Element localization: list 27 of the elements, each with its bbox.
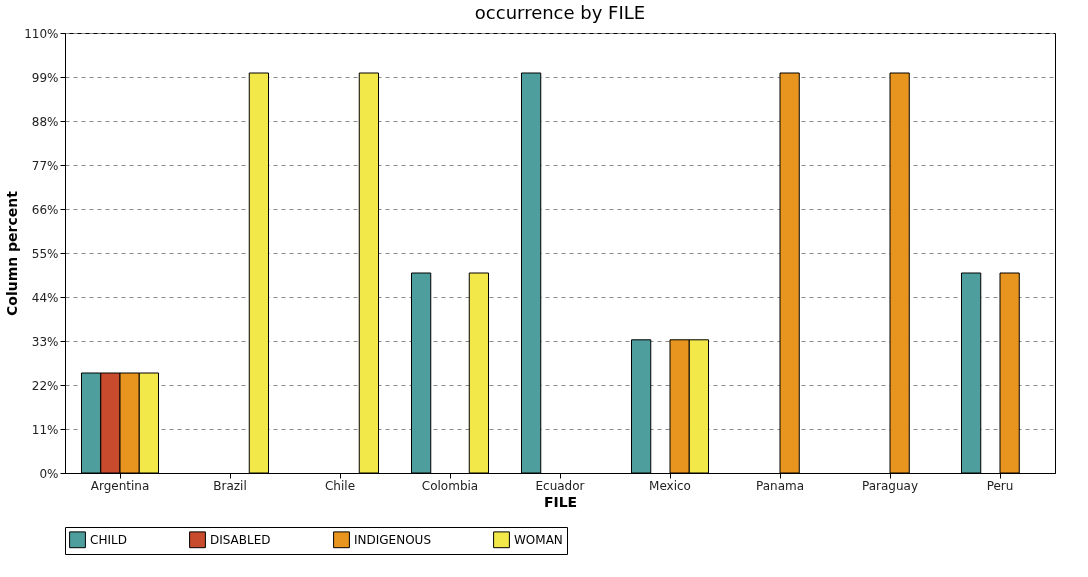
x-tick-label: Chile — [324, 478, 356, 493]
y-tick-label: 88% — [31, 114, 59, 129]
chart-title: occurrence by FILE — [474, 2, 646, 23]
y-tick-label: 66% — [31, 202, 59, 217]
x-tick-label: Colombia — [421, 478, 479, 493]
y-tick-label: 0% — [39, 466, 59, 481]
y-tick-label: 110% — [24, 26, 59, 41]
x-tick-label: Paraguay — [861, 478, 919, 493]
legend-label: WOMAN — [514, 532, 563, 547]
legend-label: CHILD — [90, 532, 127, 547]
x-tick-label: Mexico — [649, 478, 691, 493]
legend-label: INDIGENOUS — [354, 532, 431, 547]
y-axis-title: Column percent — [4, 190, 21, 316]
x-tick-label: Peru — [986, 478, 1014, 493]
y-tick-label: 22% — [31, 378, 59, 393]
x-tick-label: Argentina — [90, 478, 150, 493]
y-tick-label: 44% — [31, 290, 59, 305]
x-tick-label: Brazil — [213, 478, 247, 493]
x-axis-title: FILE — [543, 493, 578, 510]
x-tick-label: Panama — [755, 478, 805, 493]
y-tick-label: 55% — [31, 246, 59, 261]
legend-label: DISABLED — [210, 532, 271, 547]
x-tick-label: Ecuador — [535, 478, 585, 493]
y-tick-label: 99% — [31, 70, 59, 85]
y-tick-label: 11% — [31, 422, 59, 437]
y-tick-label: 77% — [31, 158, 59, 173]
y-tick-label: 33% — [31, 334, 59, 349]
